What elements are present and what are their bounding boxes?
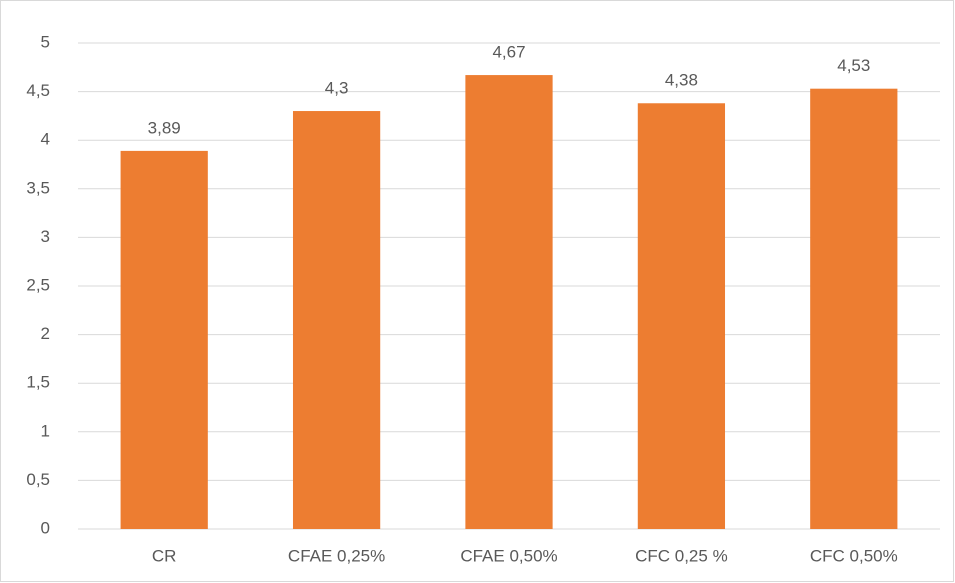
y-tick-label: 4 [41, 130, 50, 149]
y-tick-label: 1,5 [26, 373, 50, 392]
y-tick-label: 3 [41, 227, 50, 246]
x-tick-label: CFC 0,50% [810, 546, 898, 565]
y-tick-label: 2,5 [26, 275, 50, 294]
y-tick-label: 2 [41, 324, 50, 343]
bar [292, 111, 381, 529]
data-label: 4,67 [492, 43, 525, 62]
y-tick-label: 4,5 [26, 81, 50, 100]
data-label: 3,89 [148, 118, 181, 137]
x-tick-label: CFAE 0,25% [288, 546, 385, 565]
y-tick-label: 0 [41, 518, 50, 537]
bar [637, 103, 726, 529]
data-label: 4,3 [325, 79, 349, 98]
data-label: 4,53 [837, 56, 870, 75]
x-tick-label: CFAE 0,50% [460, 546, 557, 565]
data-label: 4,38 [665, 71, 698, 90]
bar [120, 150, 208, 529]
y-tick-label: 3,5 [26, 178, 50, 197]
bar [465, 75, 553, 530]
y-tick-label: 1 [41, 421, 50, 440]
y-tick-label: 5 [41, 32, 50, 51]
y-tick-label: 0,5 [26, 470, 50, 489]
x-tick-label: CFC 0,25 % [635, 546, 728, 565]
x-tick-label: CR [152, 546, 177, 565]
bar [810, 88, 898, 530]
